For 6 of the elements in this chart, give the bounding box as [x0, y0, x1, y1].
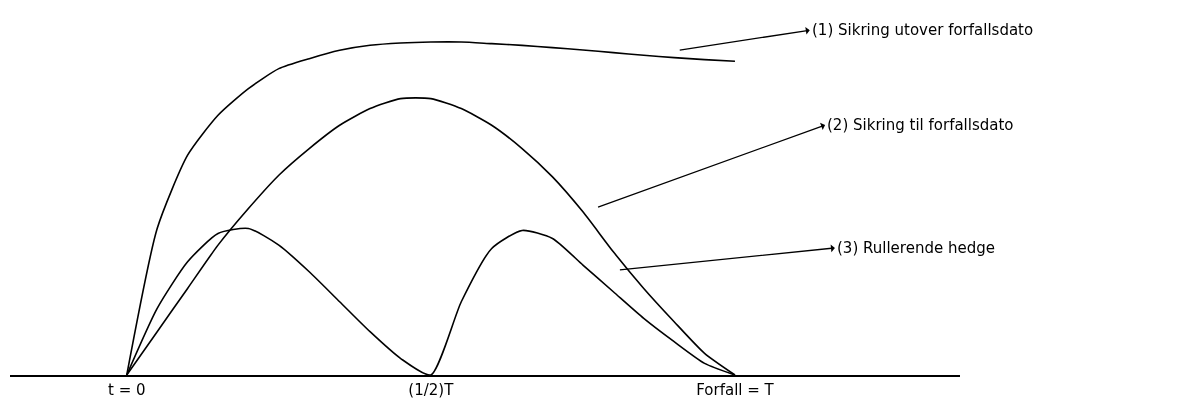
text: (3) Rullerende hedge: [837, 239, 995, 257]
text: (1) Sikring utover forfallsdato: [812, 21, 1034, 39]
text: (2) Sikring til forfallsdato: [827, 116, 1014, 134]
x-tick-label: (1/2)T: [408, 380, 455, 399]
x-tick-label: Forfall = T: [696, 380, 775, 399]
x-tick-label: t = 0: [108, 380, 146, 399]
